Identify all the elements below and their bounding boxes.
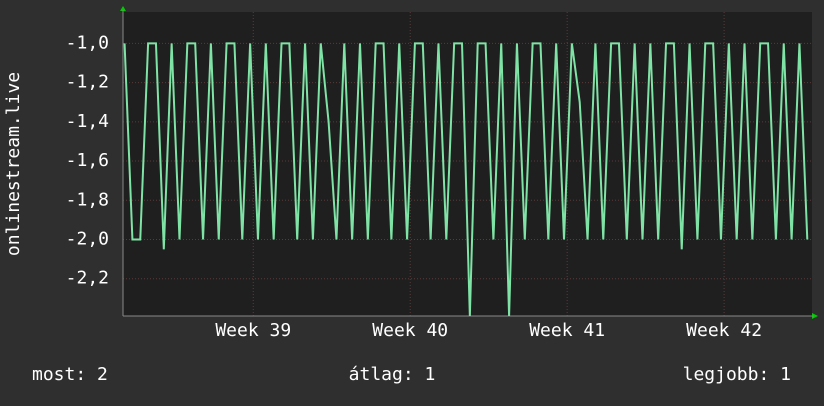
x-tick-label: Week 42 bbox=[686, 320, 762, 341]
y-axis-arrow bbox=[120, 6, 126, 11]
legend-best: legjobb: 1 bbox=[683, 364, 791, 385]
y-tick-label: -1,6 bbox=[66, 150, 109, 171]
legend-average: átlag: 1 bbox=[349, 364, 436, 385]
y-tick-label: -2,0 bbox=[66, 229, 109, 250]
x-tick-label: Week 39 bbox=[215, 320, 291, 341]
x-tick-label: Week 41 bbox=[529, 320, 605, 341]
y-tick-label: -1,2 bbox=[66, 72, 109, 93]
y-tick-label: -2,2 bbox=[66, 268, 109, 289]
data-line bbox=[123, 42, 809, 317]
legend-current: most: 2 bbox=[32, 364, 108, 385]
y-tick-label: -1,0 bbox=[66, 32, 109, 53]
y-tick-label: -1,4 bbox=[66, 111, 109, 132]
y-axis-label: onlinestream.live bbox=[3, 72, 24, 256]
y-tick-label: -1,8 bbox=[66, 189, 109, 210]
x-axis-arrow bbox=[812, 313, 818, 319]
x-tick-label: Week 40 bbox=[372, 320, 448, 341]
